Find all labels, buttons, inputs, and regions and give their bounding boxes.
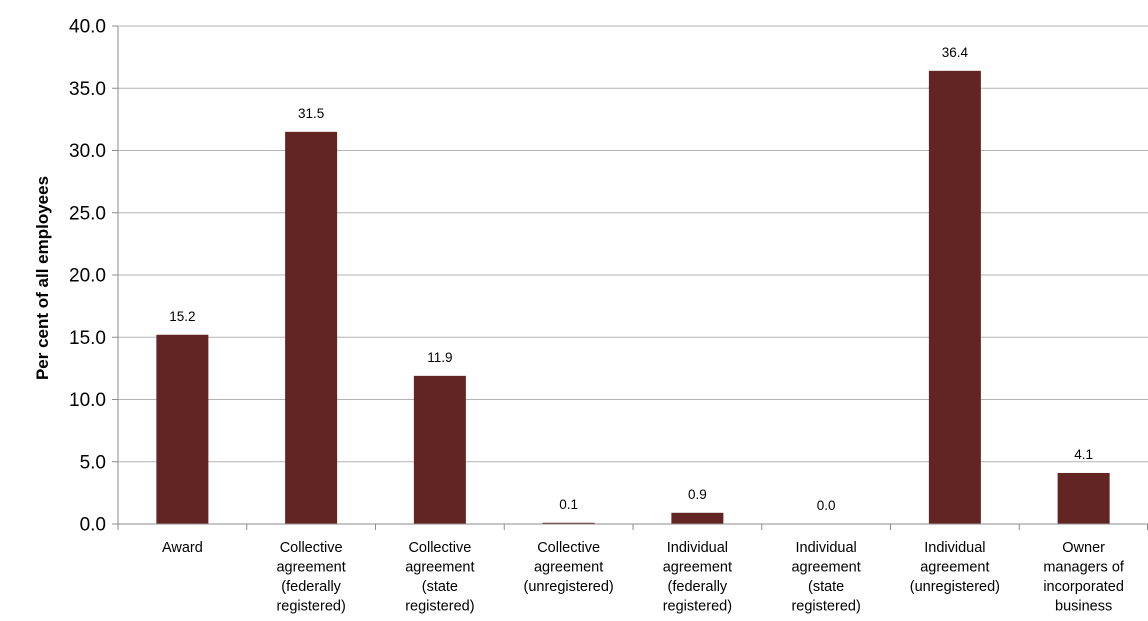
x-tick-label-line: Collective (408, 540, 471, 556)
y-tick-label: 30.0 (69, 141, 106, 162)
x-tick-label-line: Individual (667, 540, 728, 556)
y-tick-label: 40.0 (69, 17, 106, 38)
x-tick-label: Collective agreement (unregistered) (523, 540, 613, 595)
x-tick-label: Individual agreement (state registered) (791, 540, 860, 615)
x-tick-label: Owner managers of incorporated business (1043, 540, 1125, 615)
y-tick-label: 15.0 (69, 328, 106, 349)
x-tick-label: Individual agreement (federally registered) (663, 540, 732, 615)
data-label: 36.4 (942, 45, 969, 60)
x-tick-label-line: business (1055, 599, 1112, 615)
x-tick-label: Collective agreement (state registered) (405, 540, 474, 615)
x-tick-label-line: agreement (276, 560, 345, 576)
x-tick-label-line: managers of (1043, 560, 1125, 576)
data-label: 0.0 (817, 498, 836, 513)
bar (285, 131, 338, 524)
x-tick-label-line: registered) (405, 599, 474, 615)
bar (928, 70, 981, 524)
bars (156, 70, 1110, 524)
x-tick-label: Individual agreement (unregistered) (910, 540, 1000, 595)
x-tick-label: Award (162, 540, 203, 556)
data-label: 31.5 (298, 106, 324, 121)
y-axis: 0.0 5.0 10.0 15.0 20.0 25.0 30.0 35.0 40.0 (69, 17, 119, 536)
x-tick-label-line: (federally (668, 579, 728, 595)
x-tick-label-line: agreement (920, 560, 989, 576)
data-label: 4.1 (1074, 447, 1093, 462)
x-tick-label-line: registered) (791, 599, 860, 615)
data-label: 0.1 (559, 497, 578, 512)
x-tick-label-line: Owner (1062, 540, 1105, 556)
x-tick-label-line: registered) (663, 599, 732, 615)
x-tick-label: Collective agreement (federally registered) (276, 540, 345, 615)
data-label: 0.9 (688, 487, 707, 502)
data-label: 15.2 (169, 309, 195, 324)
x-tick-label-line: Collective (280, 540, 343, 556)
y-tick-label: 35.0 (69, 79, 106, 100)
bar (671, 512, 724, 524)
x-tick-label-line: agreement (534, 560, 603, 576)
y-tick-label: 5.0 (80, 452, 106, 473)
x-axis: Award Collective agreement (federally regist… (117, 523, 1148, 615)
y-tick-label: 10.0 (69, 390, 106, 411)
bar (1057, 472, 1110, 524)
bar (156, 334, 209, 524)
y-tick-label: 20.0 (69, 266, 106, 287)
bar (542, 522, 595, 524)
data-labels: 15.2 31.5 11.9 0.1 0.9 0.0 36.4 4.1 (169, 45, 1093, 513)
gridlines (118, 25, 1148, 463)
x-tick-label-line: agreement (405, 560, 474, 576)
data-label: 11.9 (427, 350, 452, 365)
x-tick-label-line: (federally (281, 579, 341, 595)
bar (413, 375, 466, 524)
x-tick-label-line: Collective (537, 540, 600, 556)
x-tick-label-line: agreement (791, 560, 860, 576)
x-tick-label-line: incorporated (1043, 579, 1124, 595)
x-tick-label-line: agreement (663, 560, 732, 576)
x-tick-label-line: Award (162, 540, 203, 556)
x-tick-label-line: Individual (795, 540, 856, 556)
x-tick-label-line: registered) (276, 599, 345, 615)
y-tick-label: 0.0 (80, 515, 106, 536)
x-tick-label-line: (unregistered) (523, 579, 613, 595)
y-axis-label: Per cent of all employees (33, 176, 52, 380)
x-tick-label-line: (state (808, 579, 844, 595)
x-tick-label-line: (unregistered) (910, 579, 1000, 595)
y-tick-label: 25.0 (69, 203, 106, 224)
x-tick-label-line: (state (422, 579, 458, 595)
x-tick-label-line: Individual (924, 540, 985, 556)
